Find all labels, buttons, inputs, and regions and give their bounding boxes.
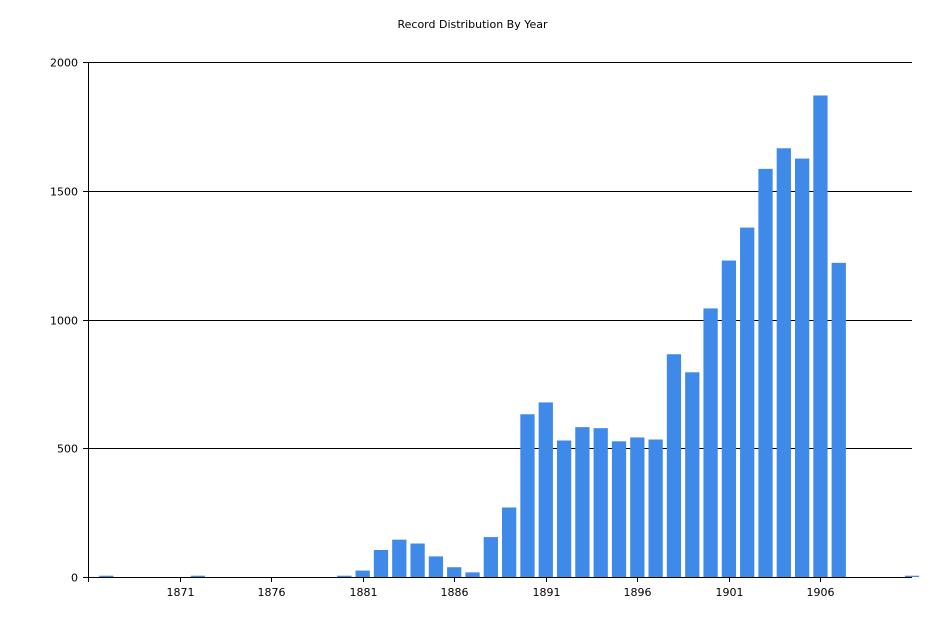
x-tick-label: 1906 — [807, 586, 835, 599]
bar-1886 — [447, 567, 462, 577]
bar-1891 — [538, 402, 553, 577]
y-tick-label: 0 — [71, 572, 78, 585]
y-tick-label: 2000 — [50, 57, 78, 70]
bar-1885 — [428, 556, 444, 577]
bar-1884 — [410, 543, 425, 577]
bar-1896 — [630, 437, 645, 577]
bar-1890 — [520, 414, 535, 577]
x-tick-label: 1871 — [167, 586, 195, 599]
y-tick-label: 1000 — [50, 315, 78, 328]
bar-1888 — [483, 537, 498, 577]
x-tick-label: 1886 — [441, 586, 469, 599]
axes — [88, 62, 912, 582]
bar-1897 — [648, 439, 663, 577]
bar-1889 — [502, 507, 517, 577]
bars — [99, 95, 920, 578]
bar-1911 — [904, 575, 920, 577]
x-tick-label: 1881 — [350, 586, 378, 599]
bar-1907 — [831, 262, 846, 577]
bar-1901 — [721, 260, 737, 577]
chart-title: Record Distribution By Year — [397, 18, 548, 31]
y-tick-label: 500 — [57, 443, 78, 456]
bar-1898 — [666, 354, 682, 577]
bar-1899 — [685, 372, 700, 577]
x-tick-label: 1891 — [533, 586, 561, 599]
x-axis-ticks: 1871 1876 1881 1886 1891 1896 1901 1906 — [167, 577, 835, 599]
x-tick-label: 1876 — [258, 586, 286, 599]
bar-1872 — [190, 575, 206, 577]
bar-1904 — [776, 148, 791, 577]
bar-1900 — [703, 308, 718, 577]
bar-1902 — [740, 227, 755, 577]
bar-1903 — [758, 168, 773, 578]
bar-1895 — [611, 441, 627, 577]
y-axis-ticks: 0 500 1000 1500 2000 — [50, 57, 88, 585]
x-tick-label: 1896 — [624, 586, 652, 599]
x-tick-label: 1901 — [716, 586, 744, 599]
bar-1881 — [355, 570, 370, 577]
bar-1882 — [373, 549, 389, 577]
bar-1905 — [794, 158, 810, 577]
bar-1892 — [556, 440, 572, 577]
bar-1894 — [593, 428, 608, 577]
bar-1880 — [337, 575, 352, 577]
bar-1867 — [99, 575, 114, 577]
bar-1883 — [392, 539, 407, 577]
bar-1906 — [813, 95, 828, 577]
bar-1887 — [465, 572, 480, 577]
y-tick-label: 1500 — [50, 186, 78, 199]
bar-1893 — [575, 427, 590, 577]
